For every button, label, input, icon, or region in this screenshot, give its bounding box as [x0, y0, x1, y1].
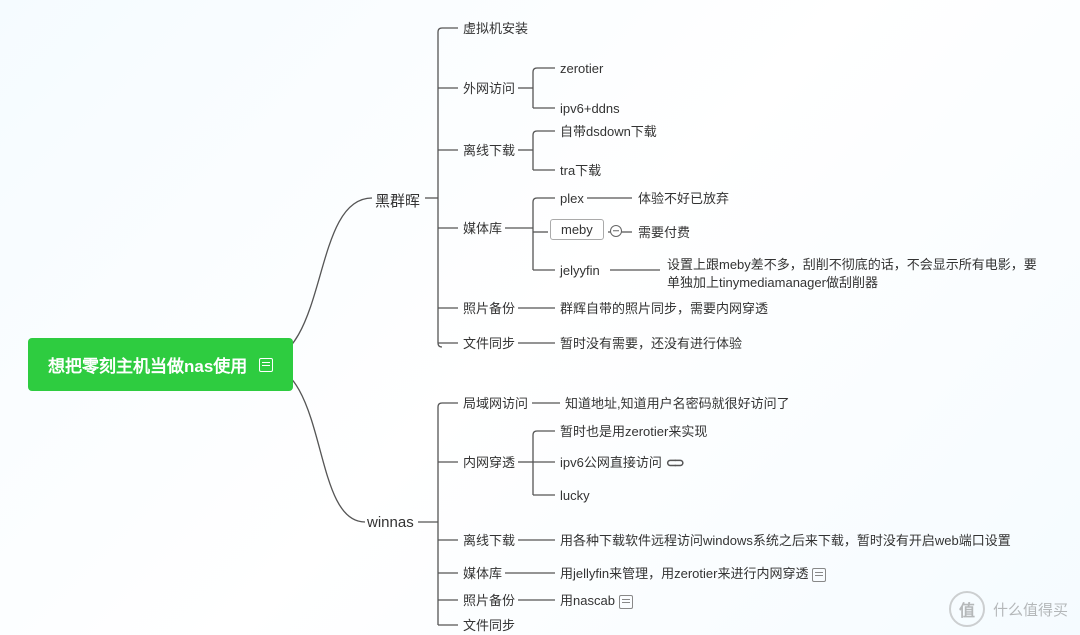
node-b1c5a[interactable]: 群辉自带的照片同步，需要内网穿透 — [560, 301, 768, 318]
node-b1c2b[interactable]: ipv6+ddns — [560, 101, 620, 118]
root-label: 想把零刻主机当做nas使用 — [48, 352, 247, 377]
note-icon — [812, 568, 826, 582]
node-b1c1[interactable]: 虚拟机安装 — [463, 21, 528, 38]
node-b2c5a[interactable]: 用nascab — [560, 593, 633, 610]
node-b1c3[interactable]: 离线下载 — [463, 143, 515, 160]
note-icon — [259, 358, 273, 372]
link-icon: ⊂⊃ — [666, 455, 682, 472]
node-b2c2[interactable]: 内网穿透 — [463, 455, 515, 472]
node-b2c4a[interactable]: 用jellyfin来管理，用zerotier来进行内网穿透 — [560, 566, 826, 583]
node-b1c4c1[interactable]: 设置上跟meby差不多，刮削不彻底的话，不会显示所有电影，要单独加上tinyme… — [667, 256, 1047, 292]
root-node[interactable]: 想把零刻主机当做nas使用 — [28, 338, 293, 391]
node-b2c2c[interactable]: lucky — [560, 488, 590, 505]
branch-node-b2[interactable]: winnas — [367, 514, 414, 531]
watermark-badge: 值 — [949, 591, 985, 627]
node-b1c4b1[interactable]: 需要付费 — [638, 225, 690, 242]
node-b1c2[interactable]: 外网访问 — [463, 81, 515, 98]
node-b1c4b[interactable]: meby — [550, 222, 622, 239]
node-b1c4[interactable]: 媒体库 — [463, 221, 502, 238]
node-b1c2a[interactable]: zerotier — [560, 61, 603, 78]
node-b1c5[interactable]: 照片备份 — [463, 301, 515, 318]
node-b1c4c[interactable]: jelyyfin — [560, 263, 600, 280]
node-b1c3b[interactable]: tra下载 — [560, 163, 601, 180]
watermark-text: 什么值得买 — [993, 599, 1068, 620]
node-b2c1a[interactable]: 知道地址,知道用户名密码就很好访问了 — [565, 396, 790, 413]
node-b1c4a1[interactable]: 体验不好已放弃 — [638, 191, 729, 208]
node-b2c3a[interactable]: 用各种下载软件远程访问windows系统之后来下载，暂时没有开启web端口设置 — [560, 533, 1011, 550]
watermark: 值 什么值得买 — [949, 591, 1068, 627]
node-b2c4[interactable]: 媒体库 — [463, 566, 502, 583]
node-b1c6[interactable]: 文件同步 — [463, 336, 515, 353]
node-b1c3a[interactable]: 自带dsdown下载 — [560, 124, 657, 141]
collapse-icon[interactable] — [610, 225, 622, 237]
branch-node-b1[interactable]: 黑群晖 — [375, 190, 420, 211]
note-icon — [619, 595, 633, 609]
node-b1c4a[interactable]: plex — [560, 191, 584, 208]
node-b2c2a[interactable]: 暂时也是用zerotier来实现 — [560, 424, 707, 441]
node-b2c5[interactable]: 照片备份 — [463, 593, 515, 610]
node-b2c3[interactable]: 离线下载 — [463, 533, 515, 550]
node-b2c2b[interactable]: ipv6公网直接访问⊂⊃ — [560, 455, 682, 472]
node-b2c6[interactable]: 文件同步 — [463, 618, 515, 635]
node-b2c1[interactable]: 局域网访问 — [463, 396, 528, 413]
node-b1c6a[interactable]: 暂时没有需要，还没有进行体验 — [560, 336, 742, 353]
